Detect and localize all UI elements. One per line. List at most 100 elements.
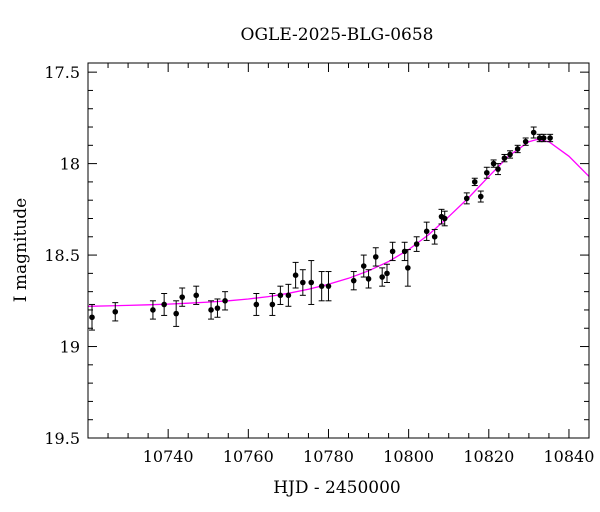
data-marker	[514, 146, 521, 152]
data-marker	[193, 292, 200, 299]
data-point	[383, 263, 390, 284]
data-marker	[522, 138, 529, 145]
data-point	[193, 285, 200, 305]
data-marker	[325, 283, 332, 289]
y-tick-label: 18	[60, 155, 80, 174]
data-marker	[277, 292, 284, 299]
data-marker	[150, 307, 156, 313]
data-marker	[431, 233, 438, 240]
data-point	[431, 228, 438, 245]
data-marker	[89, 314, 95, 321]
x-tick-label: 10800	[383, 447, 434, 466]
data-marker	[208, 307, 214, 313]
data-point	[292, 261, 299, 289]
y-tick-label: 17.5	[44, 63, 80, 82]
data-marker	[495, 166, 501, 172]
data-marker	[269, 301, 276, 308]
y-tick-label: 18.5	[44, 246, 80, 265]
data-marker	[540, 135, 547, 141]
data-point	[501, 153, 508, 163]
data-point	[423, 221, 430, 241]
data-marker	[507, 151, 513, 158]
model-curve	[87, 138, 590, 307]
data-point	[222, 291, 229, 311]
data-point	[514, 144, 521, 154]
data-point	[277, 285, 284, 305]
data-point	[89, 303, 96, 331]
data-point	[441, 210, 448, 227]
data-point	[318, 271, 325, 302]
data-point	[112, 302, 119, 322]
data-point	[401, 241, 408, 262]
data-marker	[285, 292, 292, 299]
data-marker	[360, 263, 367, 269]
x-axis-label: HJD - 2450000	[273, 478, 401, 498]
data-point	[149, 300, 156, 320]
data-marker	[441, 215, 448, 222]
data-marker	[536, 135, 543, 141]
x-tick-label: 10840	[544, 447, 595, 466]
axis-ticks: 10740 10760 10780 10800 10820 10840 17.5 18 18.5…	[44, 63, 594, 466]
data-point	[360, 254, 367, 278]
data-point	[413, 236, 420, 252]
x-tick-label: 10760	[223, 447, 274, 466]
data-point	[214, 298, 221, 318]
data-marker	[112, 308, 119, 315]
data-point	[350, 271, 357, 291]
data-point	[389, 241, 396, 262]
x-tick-label: 10820	[463, 447, 514, 466]
data-points-layer	[89, 126, 554, 331]
data-marker	[483, 169, 490, 176]
data-marker	[384, 270, 390, 277]
data-marker	[413, 241, 420, 247]
data-marker	[501, 155, 508, 161]
data-marker	[350, 277, 357, 284]
data-marker	[365, 276, 372, 282]
data-marker	[318, 283, 325, 289]
data-marker	[423, 228, 430, 235]
data-point	[530, 126, 537, 139]
data-marker	[463, 195, 470, 202]
data-point	[365, 269, 372, 289]
data-point	[208, 300, 215, 320]
data-point	[372, 247, 379, 267]
data-point	[299, 269, 306, 296]
data-marker	[372, 254, 379, 260]
x-tick-label: 10780	[303, 447, 354, 466]
model-curve-layer	[87, 138, 590, 307]
data-point	[547, 133, 554, 143]
data-point	[161, 292, 168, 316]
data-marker	[379, 274, 385, 280]
data-marker	[547, 135, 553, 141]
data-point	[379, 267, 386, 287]
data-marker	[530, 129, 537, 136]
data-point	[253, 292, 260, 316]
data-point	[173, 300, 180, 327]
data-point	[540, 133, 547, 143]
data-marker	[471, 179, 478, 185]
data-point	[522, 137, 529, 146]
y-tick-label: 19	[60, 338, 80, 357]
x-tick-label: 10740	[143, 447, 194, 466]
data-marker	[308, 279, 315, 286]
data-point	[308, 260, 315, 305]
data-marker	[405, 265, 411, 271]
data-marker	[173, 310, 179, 317]
y-tick-label: 19.5	[44, 429, 80, 448]
data-point	[285, 283, 292, 307]
data-marker	[179, 294, 185, 300]
data-point	[269, 292, 276, 316]
data-marker	[300, 279, 306, 286]
data-point	[507, 150, 514, 159]
data-point	[404, 249, 411, 287]
data-marker	[253, 301, 260, 308]
data-marker	[161, 301, 167, 308]
data-marker	[389, 248, 396, 255]
data-point	[179, 287, 186, 307]
data-point	[483, 166, 490, 179]
data-point	[490, 159, 497, 168]
plot-frame	[87, 62, 590, 439]
data-point	[477, 190, 484, 203]
data-marker	[222, 298, 228, 304]
